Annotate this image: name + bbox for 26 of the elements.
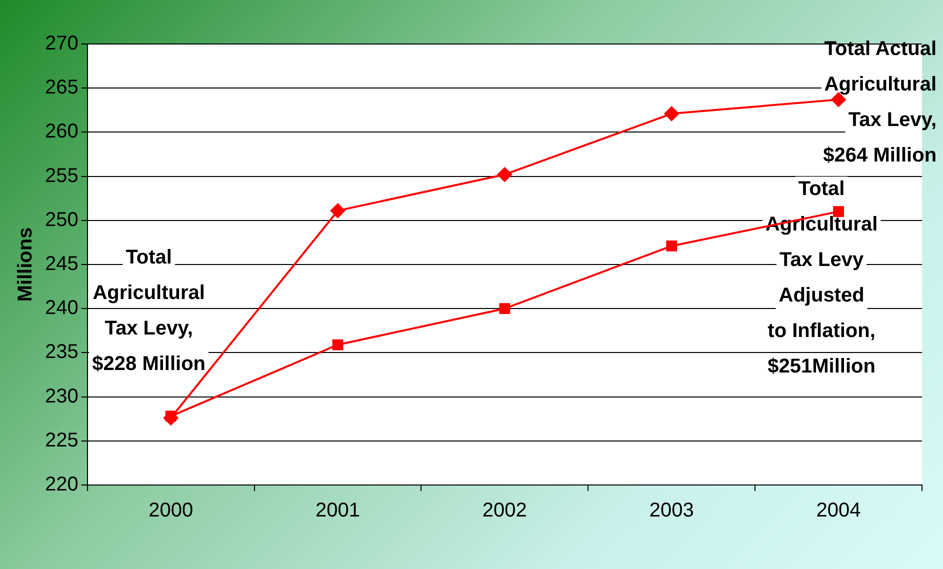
y-tick-label: 230 [44,385,78,408]
y-tick-label: 250 [44,208,78,231]
y-tick-label: 260 [44,120,78,143]
annotation: Total Agricultural Tax Levy, $228 Million [92,246,206,376]
point [664,106,680,122]
y-tick-label: 255 [44,164,78,187]
y-axis-title: Millions [14,227,37,302]
annotation: Total Actual Agricultural Tax Levy, $264 Million [823,38,937,167]
point [330,203,346,218]
y-tick-label: 225 [44,429,78,452]
x-tick-label: 2001 [316,500,360,522]
x-tick-label: 2002 [482,500,527,522]
y-tick-label: 220 [44,474,78,496]
annotation: Total Agricultural Tax Levy Adjusted to Inflation, $251Million [765,178,878,378]
y-tick-label: 245 [44,253,78,276]
point [332,339,344,350]
point [497,167,512,182]
point [666,240,678,252]
point [499,303,510,314]
y-tick-label: 270 [44,32,78,55]
x-tick-label: 2003 [649,500,694,522]
x-tick-label: 2004 [816,500,861,522]
x-tick-label: 2000 [148,500,194,522]
y-tick-label: 235 [44,341,78,364]
y-tick-label: 240 [44,297,78,320]
y-tick-label: 265 [44,76,78,99]
